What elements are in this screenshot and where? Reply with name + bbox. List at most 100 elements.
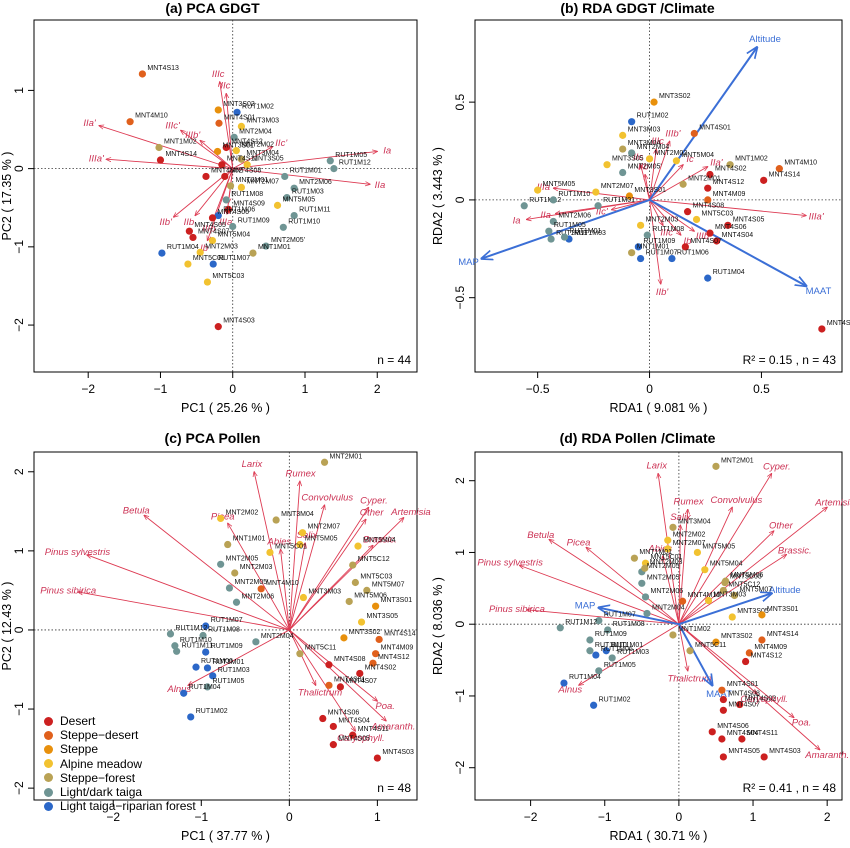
sample-label: MNT3M03 [308, 589, 341, 596]
legend-item: Steppe−forest [44, 771, 196, 785]
sample-point [224, 205, 232, 213]
sample-point [619, 168, 627, 177]
sample-label: RUT1M09 [211, 643, 243, 650]
x-tick-label: 0.5 [753, 382, 770, 396]
sample-label: MNT5M05 [305, 536, 338, 543]
x-tick-label: −1 [154, 382, 168, 396]
sample-point [664, 536, 672, 544]
sample-point [208, 214, 217, 222]
sample-point [222, 196, 230, 204]
panel-title: (a) PCA GDGT [165, 0, 260, 16]
sample-point [704, 184, 712, 192]
sample-point [641, 564, 649, 572]
sample-label: RUT1M03 [292, 189, 324, 196]
y-tick-label: 0 [12, 626, 26, 633]
loading-arrow [678, 623, 794, 717]
sample-point [678, 597, 687, 605]
sample-point [758, 636, 766, 644]
loading-label: Brassic. [363, 535, 397, 546]
sample-label: MNT4S03 [827, 320, 850, 327]
sample-point [249, 249, 257, 257]
sample-point [712, 462, 720, 470]
sample-label: RUT1M06 [601, 646, 633, 653]
sample-point [638, 579, 646, 587]
sample-label: MNT4S12 [713, 179, 745, 186]
loading-arrow [649, 165, 684, 201]
sample-label: RUT1M06 [201, 658, 233, 665]
loading-arrow [519, 565, 680, 625]
loading-arrow [220, 82, 234, 169]
sample-label: MNT4S01 [699, 124, 731, 131]
sample-label: MNT4S03 [769, 748, 801, 755]
sample-label: RUT1M08 [652, 226, 684, 233]
y-tick-label: 0.5 [453, 93, 467, 110]
sample-label: MNT5M07 [739, 587, 772, 594]
loading-label: Artemisia [814, 497, 850, 508]
sample-point [630, 554, 639, 562]
legend-swatch [44, 730, 53, 740]
y-tick-label: 0 [453, 196, 467, 203]
sample-label: MNT4M10 [266, 580, 299, 587]
sample-label: MNT4S08 [693, 203, 725, 210]
sample-label: MNT5M05 [283, 196, 316, 203]
sample-point [166, 630, 175, 638]
sample-point [745, 649, 753, 657]
pca-pollen-plot: −2 −1 0 1 −2 −1 0 1 2 PC1 ( 37.77 % ) PC2 ( 12.43 … [0, 451, 431, 843]
sample-point [202, 622, 210, 630]
sample-point [203, 683, 212, 691]
sample-label: MNT4S05 [728, 748, 760, 755]
sample-label: MNT2M01 [721, 457, 754, 464]
loading-label: IIb' [656, 287, 670, 298]
sample-point [199, 631, 207, 640]
sample-label: MNT4S07 [198, 228, 230, 235]
sample-point [592, 188, 600, 196]
sample-point [668, 254, 676, 263]
sample-point [257, 585, 265, 593]
sample-label: MNT4S01 [727, 681, 759, 688]
sample-point [590, 701, 598, 709]
loading-arrow [288, 629, 315, 685]
sample-label: MNT4S01 [224, 114, 256, 121]
sample-point [329, 722, 337, 731]
sample-point [233, 108, 241, 116]
legend-item: Steppe−desert [44, 728, 196, 742]
loading-label: IIIa [537, 182, 550, 193]
sample-point [619, 145, 627, 153]
legend: Desert Steppe−desert Steppe Alpine meado… [44, 714, 196, 813]
sample-point [230, 133, 238, 141]
loading-arrow [288, 481, 300, 630]
sample-point [273, 201, 282, 209]
sample-label: RUT1M11 [299, 207, 330, 214]
sample-point [592, 651, 600, 659]
sample-point [634, 243, 642, 251]
loading-label: Abies [647, 543, 672, 554]
loading-arrow [678, 531, 774, 625]
sample-label: MNT5C11 [305, 645, 336, 652]
sample-point [586, 636, 594, 644]
loading-label: IIIc' [660, 227, 676, 238]
sample-point [203, 278, 212, 286]
loading-label: IIIc [651, 136, 664, 147]
sample-label: MNT4S02 [745, 696, 777, 703]
sample-point [262, 242, 270, 250]
x-tick-label: −1 [194, 810, 208, 824]
sample-point [279, 223, 287, 231]
loading-arrow [78, 592, 290, 631]
sample-point [156, 156, 165, 164]
sample-label: MNT3M03 [246, 117, 279, 124]
loading-label: Thalictrum [667, 674, 711, 685]
sample-label: MNT1M02 [735, 156, 768, 163]
sample-point [126, 118, 134, 126]
sample-label: RUT1M01 [603, 197, 635, 204]
sample-point [602, 647, 610, 655]
sample-point [232, 147, 240, 155]
sample-label: RUT1M12 [339, 160, 371, 167]
sample-point [290, 211, 298, 220]
sample-label: RUT1M03 [617, 649, 649, 656]
sample-point [681, 243, 689, 251]
x-tick-label: −0.5 [526, 382, 550, 396]
sample-point [222, 143, 230, 152]
panel-a: (a) PCA GDGT −2 −1 0 1 2 −2 −1 0 1 PC1 ( 25.26 % … [0, 0, 425, 424]
sample-point [628, 249, 636, 257]
loading-label: Betula [123, 505, 150, 516]
